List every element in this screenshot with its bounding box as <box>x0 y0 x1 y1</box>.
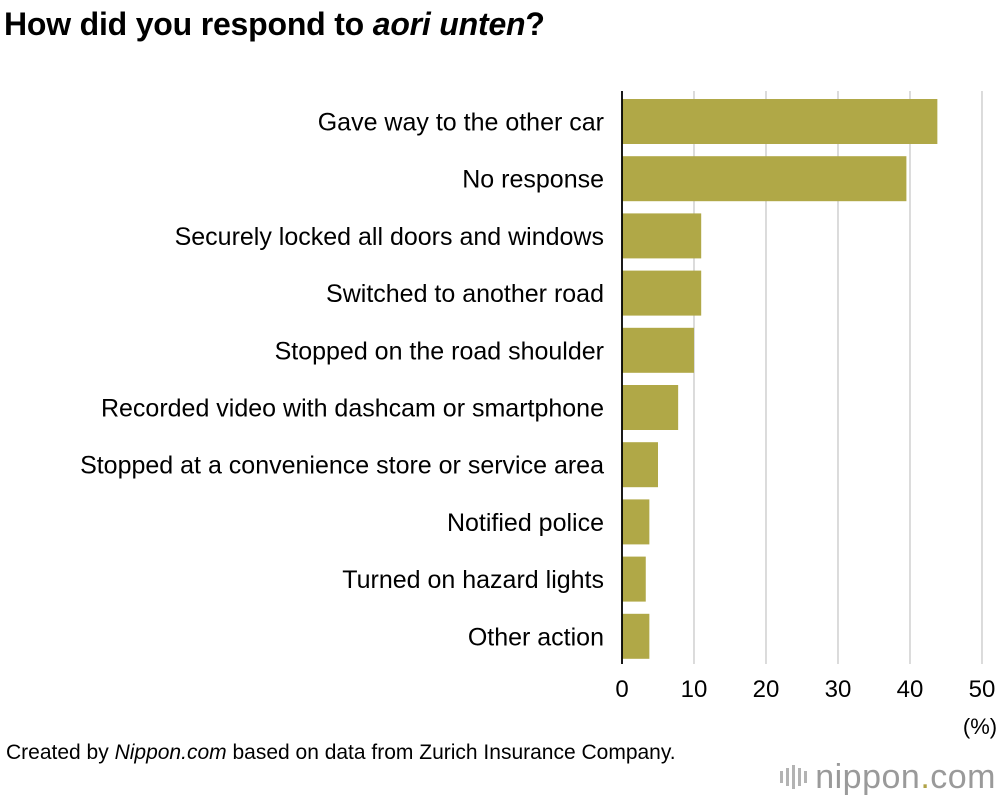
unit-label: (%) <box>963 714 997 739</box>
bar <box>622 270 702 316</box>
category-label: Securely locked all doors and windows <box>175 223 604 251</box>
nippon-logo: nippon.com <box>780 757 996 797</box>
category-label: No response <box>462 166 604 194</box>
logo-text: nippon.com <box>815 758 996 797</box>
bar <box>622 99 938 144</box>
bar <box>622 156 907 202</box>
title-prefix: How did you respond to <box>4 6 373 42</box>
logo-bars-icon <box>780 765 808 789</box>
source-suffix: based on data from Zurich Insurance Comp… <box>226 741 676 764</box>
source-prefix: Created by <box>6 741 115 764</box>
chart-title: How did you respond to aori unten? <box>4 6 545 43</box>
source-italic: Nippon.com <box>114 741 227 764</box>
category-label: Other action <box>468 623 604 651</box>
category-label: Gave way to the other car <box>318 109 604 137</box>
logo-suffix: com <box>930 757 996 796</box>
bar <box>622 613 650 659</box>
category-label: Stopped on the road shoulder <box>275 337 604 365</box>
category-label: Notified police <box>447 509 604 537</box>
x-tick-label: 20 <box>753 676 780 703</box>
category-label: Switched to another road <box>326 280 604 308</box>
logo-dot: . <box>920 757 931 796</box>
x-tick-label: 10 <box>681 676 708 703</box>
x-tick-label: 50 <box>969 676 996 703</box>
x-tick-label: 0 <box>615 676 628 703</box>
bar <box>622 327 694 373</box>
bar <box>622 499 650 545</box>
title-italic: aori unten <box>372 6 526 42</box>
category-label: Turned on hazard lights <box>342 566 604 594</box>
category-label: Stopped at a convenience store or servic… <box>80 452 604 480</box>
bar-chart: Gave way to the other car No response Secu… <box>80 91 997 739</box>
bar <box>622 213 702 259</box>
bar <box>622 442 658 488</box>
bar <box>622 385 679 430</box>
bar <box>622 556 646 602</box>
source-note: Created by Nippon.com based on data from… <box>6 739 676 767</box>
x-tick-label: 40 <box>897 676 924 703</box>
logo-name: nippon <box>815 757 921 796</box>
x-tick-label: 30 <box>825 676 852 703</box>
title-suffix: ? <box>525 6 545 42</box>
category-label: Recorded video with dashcam or smartphon… <box>101 395 604 423</box>
